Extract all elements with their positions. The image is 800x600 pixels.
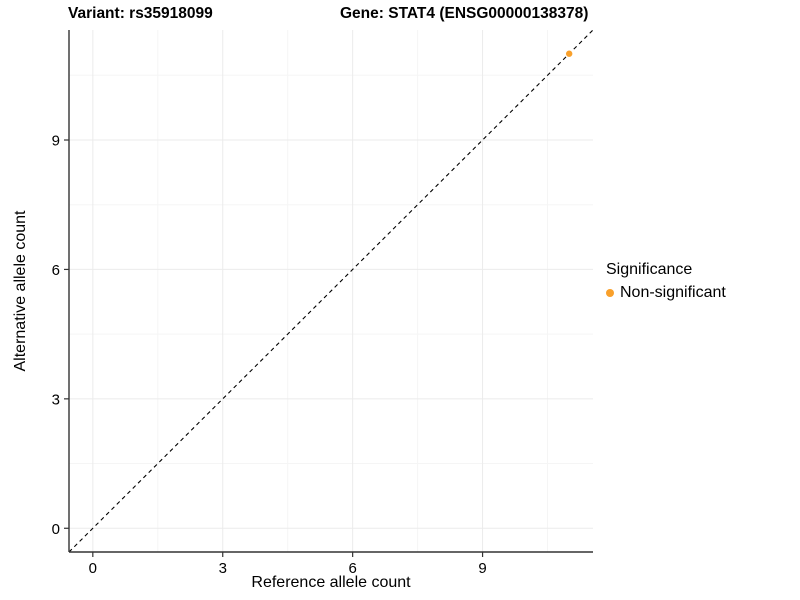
gene-title: Gene: STAT4 (ENSG00000138378) [340,5,589,22]
x-axis-label: Reference allele count [251,574,411,591]
y-tick-label: 0 [52,521,60,538]
identity-line [68,29,594,553]
legend-dot-icon [606,289,614,297]
x-tick-label: 3 [219,560,227,577]
x-tick-label: 6 [348,560,356,577]
x-tick-label: 9 [478,560,486,577]
y-tick-label: 6 [52,262,60,279]
legend-item-label: Non-significant [620,284,726,301]
legend-item-non-significant: Non-significant [606,284,726,302]
y-tick-label: 3 [52,391,60,408]
legend-title: Significance [606,261,693,278]
y-axis-label: Alternative allele count [12,210,29,372]
legend: Significance Non-significant [606,261,726,302]
x-tick-label: 0 [89,560,97,577]
data-point [565,50,573,57]
variant-title: Variant: rs35918099 [68,5,213,22]
y-tick-label: 9 [52,133,60,150]
